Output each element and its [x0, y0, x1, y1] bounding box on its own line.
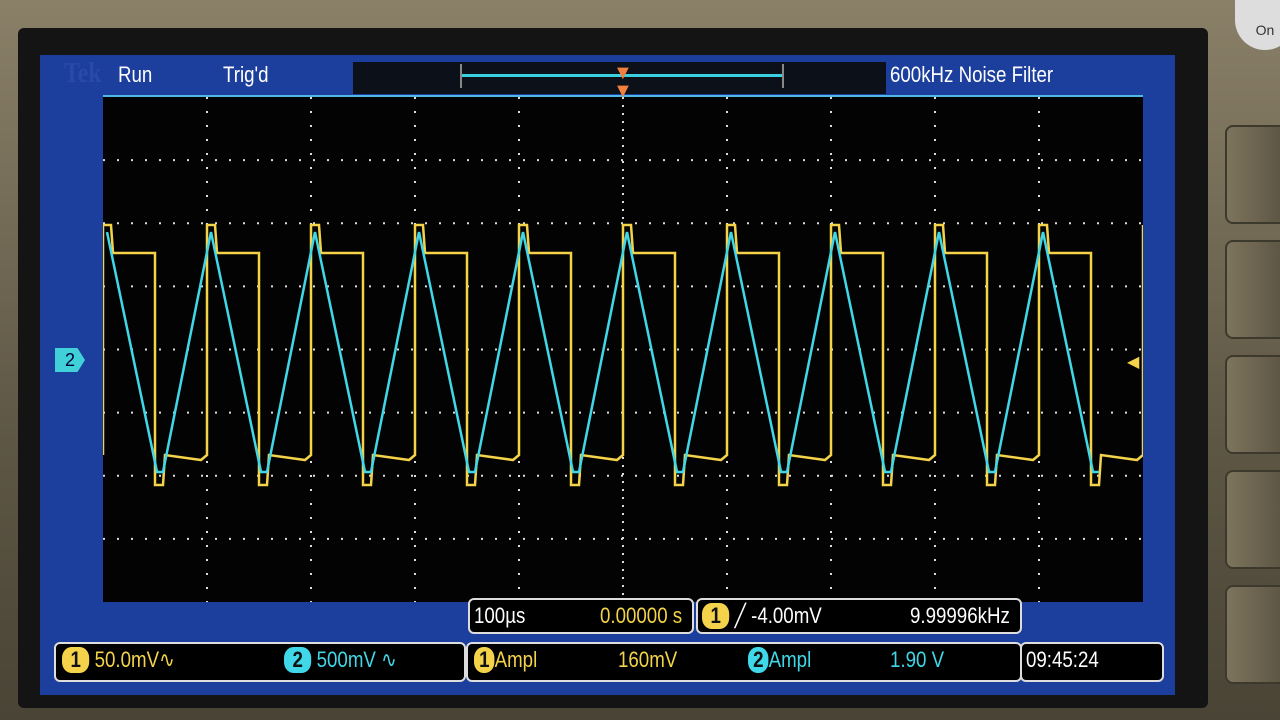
meas1-name: Ampl [494, 647, 538, 672]
ch2-badge: 2 [284, 647, 312, 673]
meas1-value: 160mV [618, 647, 678, 672]
time-scale: 100µs [474, 603, 526, 628]
brand-logo: Tek [64, 58, 102, 89]
trigger-position-icon[interactable]: ▼ ▼ [613, 62, 633, 102]
channel-readout[interactable]: 1 50.0mV∿ 2 500mV ∿ [54, 642, 466, 682]
meas2-badge: 2 [748, 647, 769, 673]
trigger-state: Trig'd [223, 62, 269, 87]
side-menu-button-2[interactable] [1225, 240, 1280, 339]
power-label: On [1255, 22, 1275, 38]
side-menu-button-1[interactable] [1225, 125, 1280, 224]
record-view [353, 62, 886, 94]
rising-edge-icon: ╱ [734, 603, 746, 628]
trigger-level: -4.00mV [751, 603, 822, 628]
trigger-source-badge: 1 [702, 603, 730, 629]
side-menu-button-4[interactable] [1225, 470, 1280, 569]
meas1-badge: 1 [474, 647, 495, 673]
time-position: 0.00000 s [600, 603, 683, 628]
status-bar: Tek Run Trig'd 600kHz Noise Filter [40, 58, 1175, 92]
ch1-waveform [103, 223, 1143, 487]
meas2-name: Ampl [768, 647, 812, 672]
trigger-level-icon[interactable]: ◀ [1127, 354, 1140, 371]
run-state: Run [118, 62, 153, 87]
noise-filter-label: 600kHz Noise Filter [890, 62, 1054, 87]
ch2-ground-marker[interactable]: 2 [55, 348, 85, 372]
graticule [103, 95, 1143, 602]
ac-wave-icon: ∿ [381, 647, 397, 672]
timebase-readout[interactable]: 100µs 0.00000 s [468, 598, 694, 634]
ch1-scale: 50.0mV [94, 647, 160, 672]
waveform-plot [103, 97, 1143, 602]
ch2-scale: 500mV [316, 647, 376, 672]
ch1-badge: 1 [62, 647, 90, 673]
record-window[interactable] [460, 64, 784, 88]
ch2-waveform [105, 231, 1099, 474]
clock-time: 09:45:24 [1026, 647, 1099, 672]
meas2-value: 1.90 V [890, 647, 945, 672]
trigger-frequency: 9.99996kHz [910, 603, 1010, 628]
side-menu-button-5[interactable] [1225, 585, 1280, 684]
side-menu-button-3[interactable] [1225, 355, 1280, 454]
measurement-readout[interactable]: 1 Ampl 160mV 2 Ampl 1.90 V [466, 642, 1022, 682]
ac-wave-icon: ∿ [159, 647, 175, 672]
clock: 09:45:24 [1020, 642, 1164, 682]
trigger-readout[interactable]: 1 ╱ -4.00mV 9.99996kHz [696, 598, 1022, 634]
